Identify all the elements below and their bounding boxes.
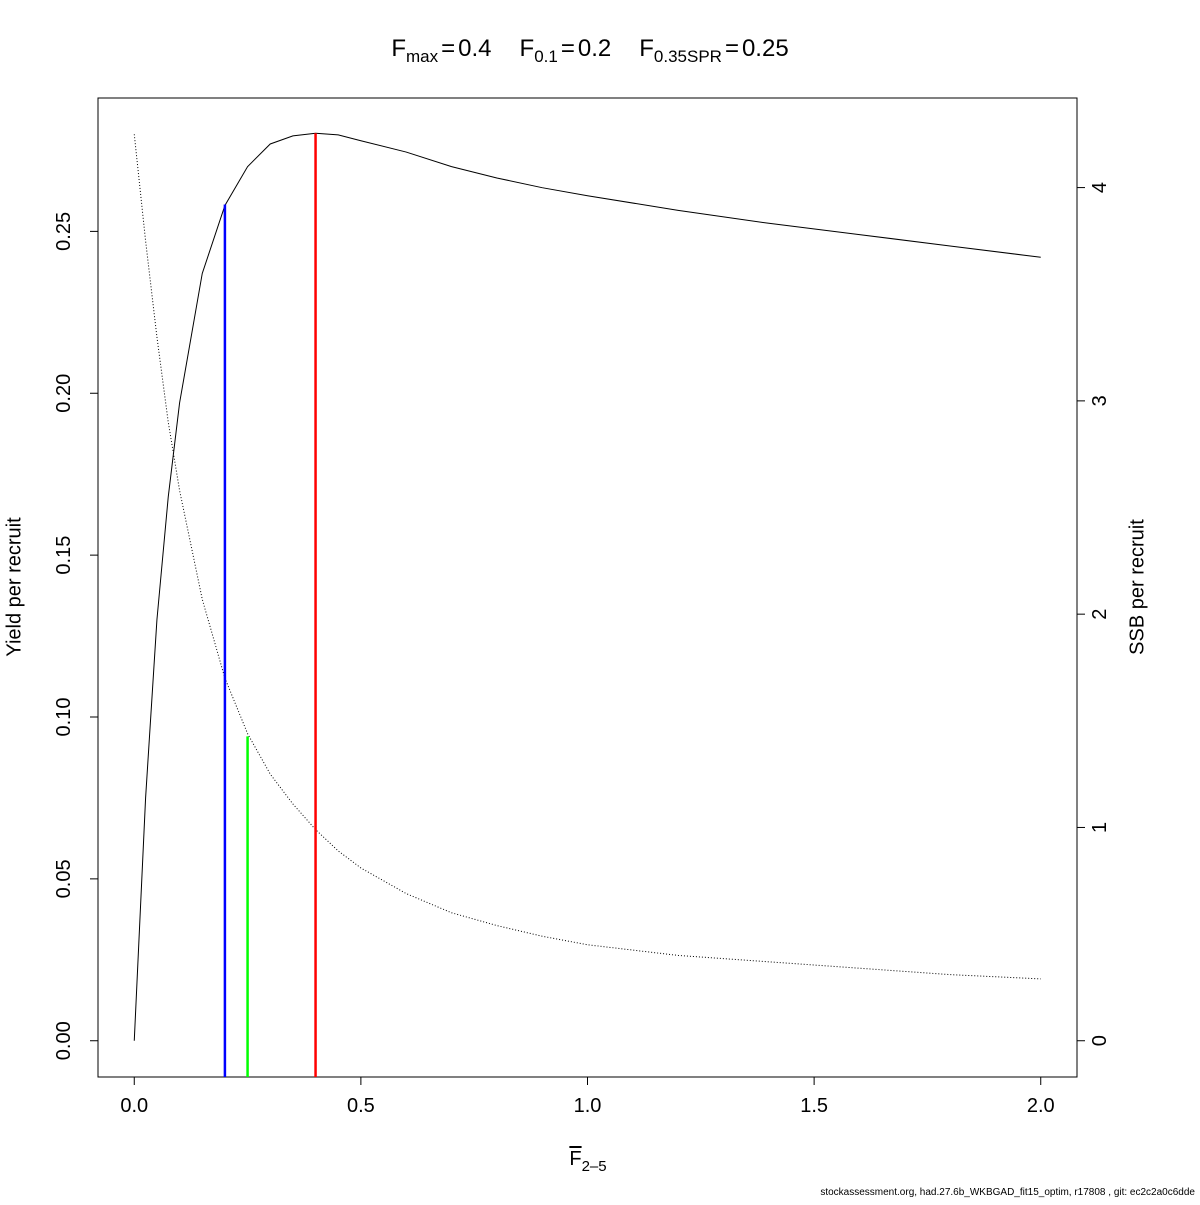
y-tick-label: 0.00: [53, 1021, 75, 1060]
title-relation: =: [725, 35, 739, 62]
title-symbol: F: [639, 35, 654, 62]
title-symbol: F: [520, 35, 535, 62]
y2-tick-label: 4: [1089, 182, 1111, 193]
title-subscript: 0.1: [534, 47, 558, 66]
x-tick-label: 1.0: [574, 1095, 602, 1117]
y-tick-label: 0.20: [53, 374, 75, 413]
y2-axis-label: SSB per recruit: [1126, 519, 1148, 655]
y-tick-label: 0.25: [53, 212, 75, 251]
x-tick-label: 1.5: [800, 1095, 828, 1117]
y2-tick-label: 2: [1089, 609, 1111, 620]
y2-tick-label: 0: [1089, 1035, 1111, 1046]
y-axis-label: Yield per recruit: [3, 517, 25, 657]
curve: [133, 132, 1041, 1041]
x-tick-label: 0.0: [120, 1095, 148, 1117]
title-relation: =: [561, 35, 575, 62]
title-symbol: F: [391, 35, 406, 62]
title-value: 0.25: [742, 35, 789, 62]
x-axis-label: F2–5: [569, 1148, 606, 1175]
plot-frame: [97, 97, 1078, 1078]
title-subscript: 0.35SPR: [654, 47, 722, 66]
y2-tick-label: 1: [1089, 822, 1111, 833]
title-relation: =: [441, 35, 455, 62]
title-subscript: max: [406, 47, 439, 66]
title-value: 0.2: [578, 35, 611, 62]
y-tick-label: 0.10: [53, 698, 75, 737]
chart-title: Fmax = 0.4 F0.1 = 0.2 F0.35SPR = 0.25: [391, 35, 788, 66]
title-value: 0.4: [458, 35, 491, 62]
x-tick-label: 0.5: [347, 1095, 375, 1117]
footer: stockassessment.org, had.27.6b_WKBGAD_fi…: [820, 1187, 1195, 1198]
y-tick-label: 0.15: [53, 536, 75, 575]
y2-tick-label: 3: [1089, 395, 1111, 406]
x-label-subscript: 2–5: [582, 1158, 607, 1175]
x-tick-label: 2.0: [1027, 1095, 1055, 1117]
curve: [133, 134, 1041, 980]
x-label-symbol: F: [569, 1148, 581, 1170]
y-tick-label: 0.05: [53, 859, 75, 898]
